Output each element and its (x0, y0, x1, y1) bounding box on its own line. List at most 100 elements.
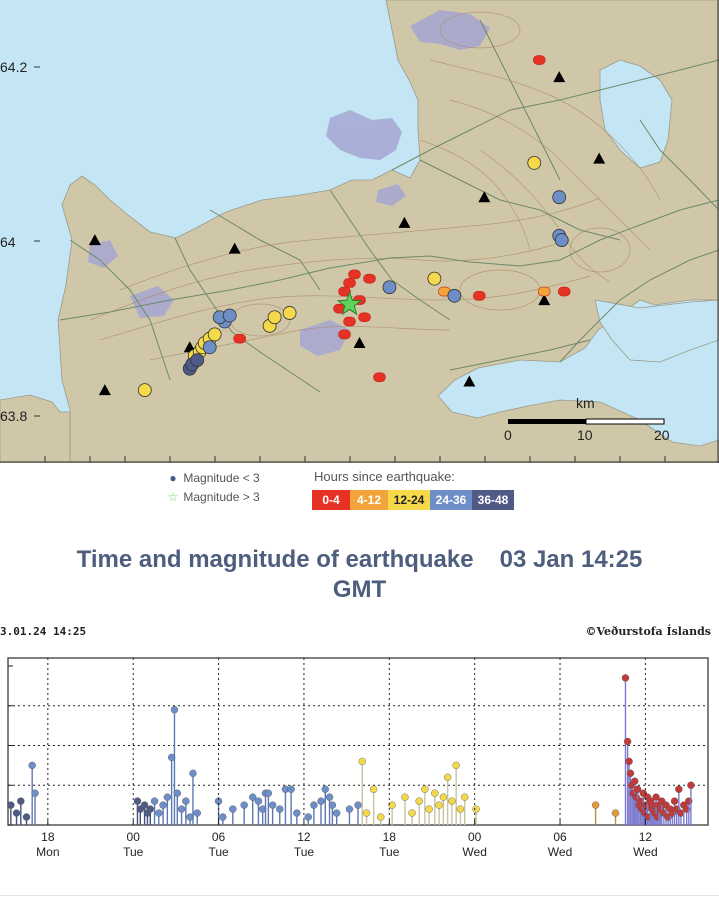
heading-timezone: GMT (332, 576, 387, 603)
legend-hours-24-36: 24-36 (430, 490, 472, 510)
quake-point (287, 785, 295, 793)
quake-point (140, 801, 149, 809)
volcano-icon (88, 234, 101, 246)
quake-point (621, 674, 630, 682)
quake-point (328, 801, 337, 809)
earthquake-marker-0-4 (348, 269, 361, 280)
legend-hours-0-4: 0-4 (312, 490, 350, 510)
heading-time: 03 Jan 14:25 (499, 546, 643, 573)
quake-point (293, 809, 301, 817)
earthquake-marker-0-4 (338, 329, 351, 340)
earthquake-marker-24-36 (447, 288, 462, 303)
quake-point (31, 789, 39, 797)
earthquake-marker-0-4 (343, 316, 356, 327)
timeline-credit: ©Veðurstofa Íslands (585, 625, 711, 638)
quake-point (163, 793, 172, 801)
quake-point (431, 789, 439, 797)
earthquake-marker-0-4 (233, 333, 246, 344)
legend-magnitude-large: ☆ Magnitude > 3 (166, 490, 260, 504)
lava-fields (88, 10, 490, 356)
quake-point (633, 785, 642, 793)
circle-icon: ● (169, 471, 177, 485)
earthquake-marker-0-4 (473, 291, 486, 301)
quake-stems (7, 674, 695, 825)
quake-point (268, 801, 277, 809)
volcano-icon (478, 191, 491, 203)
x-tick-hour-label: 06 (553, 830, 567, 844)
earthquake-marker-12-24 (267, 310, 282, 325)
quake-point (249, 793, 257, 801)
road-network (59, 19, 719, 393)
legend-hours-title: Hours since earthquake: (314, 469, 455, 484)
x-tick-day-label: Tue (379, 845, 400, 859)
quake-point (17, 797, 25, 805)
quake-point (12, 809, 21, 817)
quake-point (591, 801, 600, 809)
x-tick-day-label: Tue (294, 845, 315, 859)
legend-hours-scale: 0-4 4-12 12-24 24-36 36-48 (312, 490, 514, 510)
earthquake-marker-24-36 (554, 233, 569, 247)
legend-magnitude-small: ● Magnitude < 3 (166, 471, 260, 485)
quake-point (439, 793, 448, 801)
earthquake-marker-12-24 (282, 306, 297, 320)
timeline-timestamp: 3.01.24 14:25 (0, 625, 87, 638)
quake-point (425, 805, 433, 813)
legend-hours-36-48: 36-48 (472, 490, 514, 510)
volcano-icon (353, 336, 366, 348)
quake-point (369, 785, 378, 793)
quake-point (170, 706, 179, 714)
quake-point (173, 789, 182, 797)
quake-point (456, 805, 465, 813)
quake-point (623, 737, 632, 746)
quake-point (321, 785, 329, 793)
plot-frame (7, 657, 709, 826)
mainshock-marker (336, 290, 363, 316)
legend-magnitude-small-label: Magnitude < 3 (183, 471, 260, 485)
scale-bar-black (508, 419, 586, 424)
quake-point (325, 793, 334, 801)
earthquake-marker-0-4 (363, 273, 376, 284)
quake-point (264, 789, 273, 797)
lat-ticks (34, 66, 666, 462)
quake-point (276, 805, 284, 813)
quake-point (461, 793, 469, 801)
lat-label-63.8: 63.8 (0, 408, 27, 424)
x-tick-hour-label: 12 (297, 830, 311, 844)
quake-point (408, 809, 416, 817)
x-tick-day-label: Mon (36, 845, 59, 859)
x-tick-day-label: Wed (633, 845, 657, 859)
volcano-icon (463, 375, 476, 387)
quake-point (146, 805, 154, 813)
x-tick-hour-label: 00 (127, 830, 141, 844)
quake-point (611, 809, 620, 817)
quake-point (159, 801, 167, 809)
earthquake-marker-24-36 (552, 190, 567, 205)
quake-point (626, 769, 635, 778)
quake-point (415, 797, 423, 805)
quake-point (189, 769, 197, 778)
legend-hours-12-24: 12-24 (388, 490, 430, 510)
earthquake-marker-0-4 (557, 286, 571, 297)
earthquake-marker-12-24 (207, 327, 222, 342)
quake-point (332, 809, 341, 817)
volcano-icon (593, 152, 606, 164)
quake-point (435, 801, 443, 809)
earthquake-marker-24-36 (382, 280, 397, 295)
earthquake-marker-12-24 (137, 383, 152, 398)
quake-point (377, 813, 385, 821)
quake-point (358, 757, 366, 766)
legend-hours-4-12: 4-12 (350, 490, 388, 510)
x-tick-day-label: Tue (208, 845, 229, 859)
x-tick-hour-label: 18 (383, 830, 397, 844)
earthquake-marker-0-4 (343, 278, 356, 288)
quake-point (443, 773, 452, 782)
quake-point (362, 809, 371, 817)
x-tick-hour-label: 12 (639, 830, 653, 844)
earthquake-marker-24-36 (222, 308, 237, 323)
earthquake-map: 64.2 64 63.8 km 0 10 20 (0, 0, 719, 463)
legend-magnitude-large-label: Magnitude > 3 (183, 490, 260, 504)
quake-point (317, 797, 325, 805)
plot-gridlines (8, 665, 708, 826)
